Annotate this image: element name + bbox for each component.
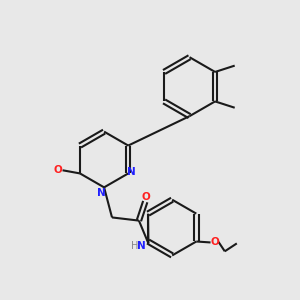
Text: H: H (131, 241, 139, 251)
Text: N: N (127, 167, 136, 177)
Text: N: N (137, 241, 146, 251)
Text: O: O (53, 165, 62, 175)
Text: O: O (211, 237, 219, 247)
Text: O: O (142, 191, 150, 202)
Text: N: N (97, 188, 106, 198)
